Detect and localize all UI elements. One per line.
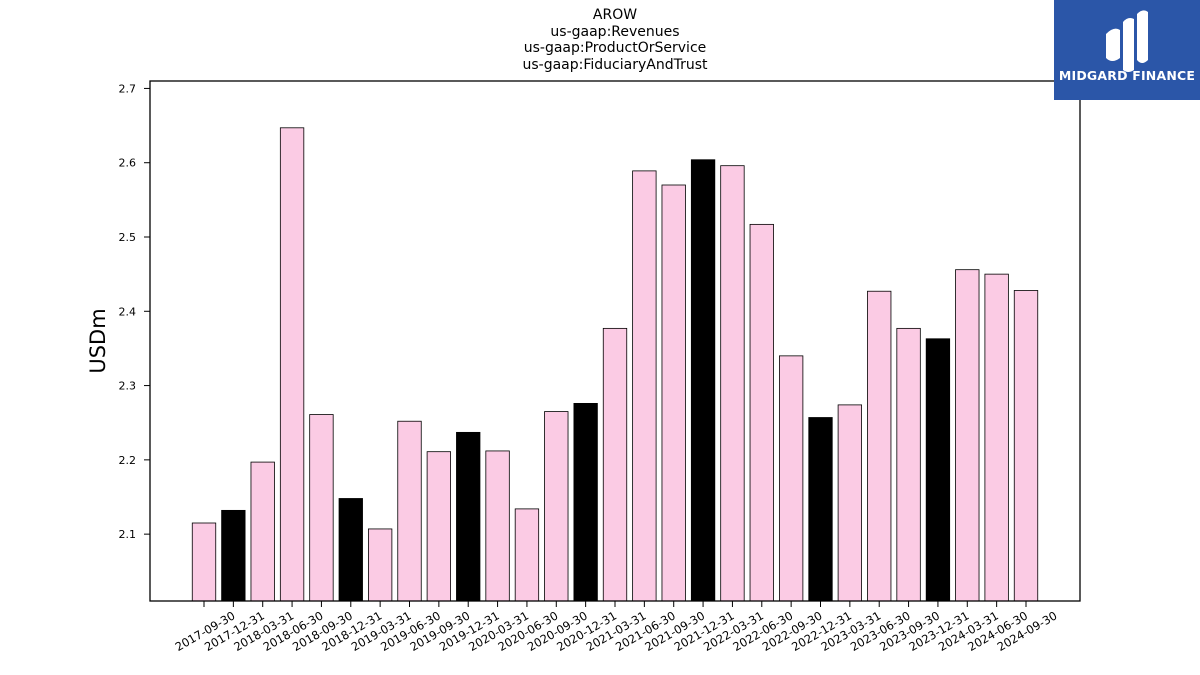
- bar-2018-09-30: [309, 414, 334, 602]
- bar-2019-12-31: [456, 431, 481, 602]
- y-tick-label: 2.7: [119, 82, 137, 95]
- bar-2024-06-30: [984, 273, 1009, 602]
- bar-2022-12-31: [808, 417, 833, 602]
- bar-2018-06-30: [279, 127, 305, 602]
- bar-2022-03-31: [720, 165, 745, 602]
- chart-title-line-2: us-gaap:Revenues: [550, 24, 680, 40]
- y-axis: 2.1 2.2 2.3 2.4 2.5 2.6 2.7: [119, 82, 150, 541]
- x-axis: 2017-09-302017-12-312018-03-312018-06-30…: [173, 601, 1060, 654]
- bar-2021-12-31: [690, 159, 716, 602]
- bar-2021-06-30: [632, 170, 657, 602]
- bar-2018-12-31: [338, 498, 363, 602]
- bar-2019-03-31: [367, 528, 393, 602]
- bar-2019-06-30: [397, 420, 422, 602]
- chart-title-line-1: AROW: [592, 7, 638, 23]
- y-tick-label: 2.5: [119, 231, 137, 244]
- bar-2018-03-31: [250, 461, 275, 602]
- bars-group: [191, 127, 1039, 602]
- bar-2017-09-30: [191, 522, 217, 602]
- logo-mark-icon: [1106, 10, 1148, 72]
- bar-2020-12-31: [573, 402, 598, 602]
- chart-title-line-3: us-gaap:ProductOrService: [523, 40, 707, 56]
- bar-2019-09-30: [426, 451, 451, 602]
- y-tick-label: 2.3: [119, 380, 137, 393]
- logo-text: MIDGARD FINANCE: [1058, 68, 1196, 83]
- bar-2022-06-30: [749, 223, 774, 602]
- bar-2024-03-31: [955, 269, 980, 602]
- midgard-finance-logo: MIDGARD FINANCE: [1054, 0, 1200, 100]
- bar-2021-03-31: [602, 327, 628, 602]
- bar-2023-06-30: [867, 290, 892, 602]
- bar-2020-06-30: [514, 508, 540, 602]
- bar-2017-12-31: [221, 509, 246, 602]
- y-axis-label: USDm: [86, 308, 110, 373]
- bar-2023-09-30: [896, 327, 921, 602]
- y-tick-label: 2.4: [119, 305, 137, 318]
- y-tick-label: 2.2: [119, 454, 137, 467]
- bar-2021-09-30: [661, 184, 686, 602]
- chart-title-line-4: us-gaap:FiduciaryAndTrust: [522, 57, 708, 73]
- bar-2022-09-30: [779, 355, 804, 602]
- y-tick-label: 2.6: [119, 157, 137, 170]
- bar-2020-09-30: [544, 411, 569, 602]
- bar-2024-09-30: [1013, 290, 1039, 602]
- bar-2023-03-31: [837, 404, 862, 602]
- bar-2023-12-31: [925, 338, 951, 602]
- y-tick-label: 2.1: [119, 528, 137, 541]
- bar-2020-03-31: [485, 450, 510, 602]
